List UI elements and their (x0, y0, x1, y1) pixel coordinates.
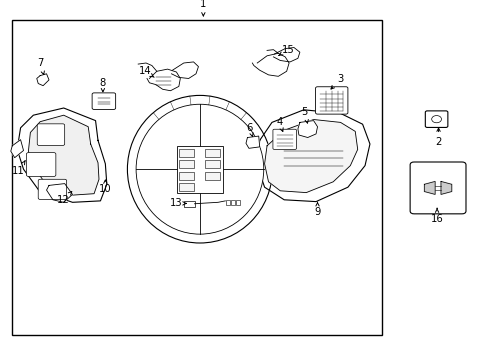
Polygon shape (298, 121, 318, 138)
Bar (176, 146, 223, 193)
Polygon shape (172, 62, 198, 78)
FancyBboxPatch shape (410, 162, 466, 214)
Text: 1: 1 (200, 0, 207, 16)
Ellipse shape (127, 95, 272, 243)
FancyBboxPatch shape (26, 153, 56, 176)
FancyBboxPatch shape (425, 111, 448, 127)
FancyBboxPatch shape (273, 129, 296, 149)
Polygon shape (424, 181, 435, 194)
Polygon shape (257, 110, 370, 202)
Polygon shape (273, 48, 300, 62)
FancyBboxPatch shape (37, 124, 65, 145)
Text: 12: 12 (57, 192, 72, 205)
Bar (231, 200, 235, 205)
Polygon shape (47, 184, 73, 202)
Polygon shape (441, 181, 452, 194)
FancyBboxPatch shape (316, 87, 348, 114)
Bar (205, 160, 220, 168)
Text: 6: 6 (246, 123, 253, 136)
Bar (179, 160, 194, 168)
Circle shape (432, 116, 441, 123)
Text: 16: 16 (431, 208, 443, 224)
Ellipse shape (136, 104, 264, 234)
Bar (236, 200, 240, 205)
Polygon shape (28, 115, 99, 195)
Polygon shape (265, 120, 358, 193)
Text: 4: 4 (276, 117, 283, 131)
Text: 3: 3 (331, 74, 343, 89)
Bar (179, 183, 194, 191)
Polygon shape (246, 136, 260, 148)
Bar (205, 172, 220, 180)
Text: 9: 9 (314, 202, 321, 217)
Polygon shape (37, 74, 49, 86)
Bar (179, 172, 194, 180)
FancyBboxPatch shape (38, 179, 67, 199)
Polygon shape (147, 69, 180, 91)
Text: 8: 8 (100, 78, 106, 92)
Polygon shape (17, 108, 107, 202)
FancyBboxPatch shape (92, 93, 116, 109)
Text: 13: 13 (170, 198, 186, 208)
Bar (205, 149, 220, 157)
Text: 2: 2 (435, 128, 442, 147)
Polygon shape (11, 140, 24, 158)
Text: 5: 5 (301, 107, 308, 123)
Bar (12, 20, 382, 335)
Text: 11: 11 (12, 161, 25, 176)
Bar (226, 200, 230, 205)
Text: 10: 10 (99, 180, 112, 194)
Polygon shape (252, 53, 289, 76)
Text: 15: 15 (279, 45, 294, 55)
Bar (179, 149, 194, 157)
Bar (184, 201, 195, 207)
Text: 7: 7 (37, 58, 45, 75)
Text: 14: 14 (139, 66, 154, 77)
